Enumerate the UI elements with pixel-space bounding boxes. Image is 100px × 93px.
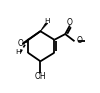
Text: H: H [16,49,21,55]
Polygon shape [40,23,48,31]
Text: OH: OH [35,72,46,81]
Text: O: O [77,36,83,45]
Text: O: O [18,39,24,48]
Text: H: H [45,18,50,24]
Text: O: O [67,18,73,27]
